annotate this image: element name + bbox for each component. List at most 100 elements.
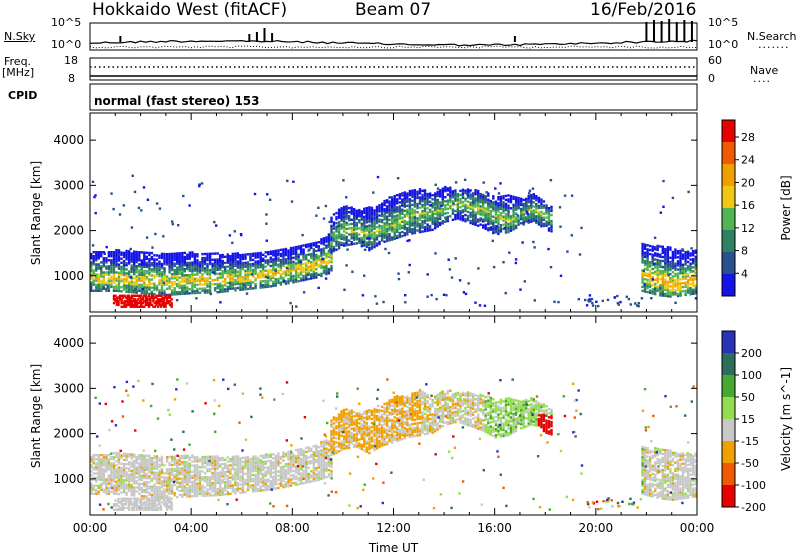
data-cell <box>206 488 209 491</box>
data-cell <box>651 271 654 275</box>
data-cell <box>188 257 191 260</box>
data-cell <box>391 220 394 223</box>
data-cell <box>679 251 682 255</box>
data-cell <box>370 212 374 216</box>
data-cell <box>110 468 113 471</box>
data-cell <box>155 455 159 458</box>
data-cell <box>507 224 510 228</box>
data-cell <box>348 211 351 214</box>
data-cell <box>241 479 245 482</box>
data-cell <box>382 300 385 304</box>
data-cell <box>97 454 100 457</box>
data-cell <box>112 289 116 292</box>
data-cell <box>671 254 675 258</box>
data-cell <box>350 208 353 211</box>
data-cell <box>315 259 318 263</box>
data-cell <box>378 206 381 209</box>
data-cell <box>90 478 93 481</box>
data-cell <box>482 206 485 209</box>
data-cell <box>188 472 191 476</box>
data-cell <box>691 258 695 261</box>
data-cell <box>254 459 257 462</box>
data-cell <box>158 274 161 278</box>
data-cell <box>477 208 480 211</box>
data-cell <box>272 252 275 255</box>
data-cell <box>259 274 262 277</box>
data-cell <box>155 268 159 271</box>
data-cell <box>221 462 224 466</box>
data-cell <box>322 249 326 252</box>
data-cell <box>674 293 677 296</box>
data-cell <box>512 203 515 207</box>
data-cell <box>348 239 351 242</box>
data-cell <box>550 219 553 223</box>
data-cell <box>282 469 285 472</box>
data-cell <box>216 278 219 282</box>
data-cell <box>132 300 135 303</box>
data-cell <box>249 484 252 487</box>
data-cell <box>446 219 449 223</box>
data-cell <box>133 270 136 274</box>
data-cell <box>423 189 427 192</box>
data-cell <box>129 276 133 279</box>
data-cell <box>102 480 105 483</box>
data-cell <box>353 216 356 219</box>
data-cell <box>380 235 384 238</box>
data-cell <box>434 212 437 216</box>
data-cell <box>196 486 199 489</box>
data-cell <box>163 275 166 278</box>
data-cell <box>256 276 260 279</box>
data-cell <box>684 269 687 272</box>
data-cell <box>155 467 159 470</box>
data-cell <box>92 289 95 292</box>
data-cell <box>160 469 164 473</box>
data-cell <box>158 281 161 284</box>
data-cell <box>107 464 111 467</box>
data-cell <box>330 220 333 224</box>
data-cell <box>267 488 270 491</box>
data-cell <box>234 490 237 493</box>
data-cell <box>370 237 374 240</box>
data-cell <box>431 206 434 209</box>
data-cell <box>294 247 298 251</box>
data-cell <box>297 253 300 256</box>
data-cell <box>121 301 125 305</box>
data-cell <box>530 206 533 209</box>
data-cell <box>431 228 434 231</box>
data-cell <box>144 300 147 303</box>
data-cell <box>100 470 103 473</box>
data-cell <box>226 476 229 479</box>
data-cell <box>112 490 116 493</box>
data-cell <box>138 273 141 276</box>
data-cell <box>674 264 677 267</box>
data-cell <box>380 229 384 232</box>
data-cell <box>531 187 535 190</box>
data-cell <box>282 276 285 280</box>
data-cell <box>193 279 197 282</box>
data-cell <box>431 220 434 223</box>
data-cell <box>370 214 374 218</box>
data-cell <box>378 230 381 233</box>
data-cell <box>131 301 134 305</box>
data-cell <box>418 218 422 221</box>
data-cell <box>133 287 136 290</box>
data-cell <box>332 231 336 234</box>
data-cell <box>90 486 93 489</box>
data-cell <box>570 234 573 237</box>
data-cell <box>107 265 111 268</box>
data-cell <box>504 213 508 216</box>
data-cell <box>287 259 290 262</box>
data-cell <box>133 480 136 483</box>
data-cell <box>198 458 202 461</box>
data-cell <box>206 279 209 282</box>
data-cell <box>477 194 480 197</box>
data-cell <box>686 287 690 290</box>
data-cell <box>375 302 379 305</box>
data-cell <box>92 279 95 282</box>
data-cell <box>287 267 290 271</box>
data-cell <box>208 270 212 274</box>
data-cell <box>196 456 199 459</box>
data-cell <box>216 479 219 483</box>
data-cell <box>208 461 212 465</box>
data-cell <box>176 291 179 294</box>
